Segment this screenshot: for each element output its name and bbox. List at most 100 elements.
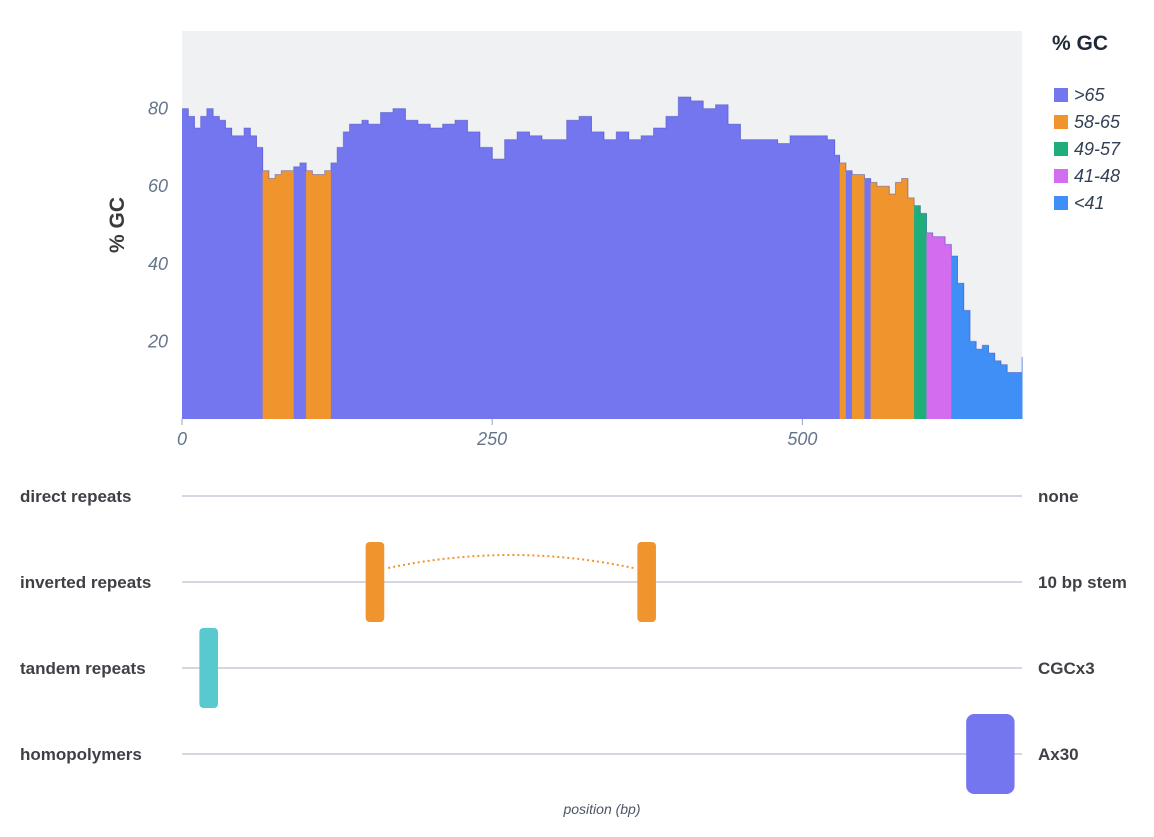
y-tick-label: 20: [147, 331, 168, 351]
gc-area-segment: [237, 135, 245, 419]
gc-area-segment: [299, 162, 307, 420]
gc-area-segment: [361, 120, 369, 420]
legend-label: 41-48: [1074, 166, 1120, 186]
gc-area-segment: [256, 147, 264, 419]
gc-area-segment: [914, 205, 921, 419]
legend-label: 58-65: [1074, 112, 1121, 132]
legend-swatch: [1054, 115, 1068, 129]
track-feature[interactable]: [365, 542, 385, 622]
gc-area-segment: [504, 139, 518, 419]
gc-area-segment: [678, 96, 692, 420]
repeat-tracks: direct repeats none inverted repeats 10 bp …: [20, 487, 1127, 794]
gc-area-segment: [442, 124, 456, 420]
legend-swatch: [1054, 142, 1068, 156]
gc-area-segment: [976, 349, 983, 419]
gc-area-segment: [492, 159, 505, 420]
gc-area-segment: [337, 147, 344, 419]
gc-area-segment: [628, 139, 642, 419]
gc-area-segment: [349, 124, 357, 420]
gc-area-segment: [312, 174, 319, 419]
track-label: inverted repeats: [20, 573, 151, 592]
gc-area-segment: [988, 353, 996, 419]
gc-area-segment: [870, 182, 878, 419]
gc-area-segment: [517, 131, 530, 419]
gc-area-segment: [566, 120, 580, 420]
gc-area-segment: [876, 186, 884, 419]
gc-area-segment: [281, 170, 288, 419]
gc-area-segment: [529, 135, 543, 419]
y-axis: 20 40 60 80: [147, 99, 168, 352]
y-tick-label: 80: [148, 99, 168, 119]
gc-area-segment: [901, 178, 909, 419]
gc-area-segment: [827, 139, 836, 419]
track-label: homopolymers: [20, 745, 142, 764]
x-tick-label: 250: [476, 429, 507, 449]
track-feature[interactable]: [966, 714, 1015, 794]
gc-area-segment: [244, 128, 251, 419]
gc-area-segment: [268, 178, 276, 419]
gc-area-segment: [789, 135, 803, 419]
track-label: tandem repeats: [20, 659, 146, 678]
x-tick-label: 500: [787, 429, 817, 449]
legend-swatch: [1054, 169, 1068, 183]
gc-area-segment: [225, 128, 233, 419]
gc-area-segment: [858, 174, 865, 419]
gc-area-segment: [777, 143, 791, 419]
gc-area-segment: [740, 139, 754, 419]
x-axis: 0 250 500: [177, 419, 817, 449]
gc-area-segment: [380, 112, 394, 419]
legend-label: >65: [1074, 85, 1106, 105]
gc-area-segment: [324, 170, 332, 419]
gc-area-segment: [864, 178, 872, 419]
gc-profile-outline: [182, 96, 1023, 373]
gc-area-segment: [932, 236, 940, 419]
gc-area-segment: [889, 193, 896, 419]
gc-area-segment: [907, 197, 915, 419]
track-value: 10 bp stem: [1038, 573, 1127, 592]
gc-area-segment: [938, 236, 946, 419]
gc-area-segment: [368, 124, 381, 420]
gc-area-segment: [343, 131, 350, 419]
gc-area-segment: [430, 128, 443, 419]
gc-area-segment: [287, 170, 295, 419]
track-feature[interactable]: [199, 628, 218, 708]
track-label: direct repeats: [20, 487, 132, 506]
inverted-repeat-arc: [388, 554, 634, 569]
gc-area-segment: [802, 135, 816, 419]
gc-area-segment: [405, 120, 419, 420]
gc-area-segment: [727, 124, 741, 420]
gc-area-segment: [641, 135, 654, 419]
gc-area-segment: [945, 244, 952, 419]
x-axis-title: position (bp): [562, 801, 640, 817]
gc-area-segment: [275, 174, 282, 419]
gc-area-segment: [194, 128, 202, 419]
gc-area-segment: [541, 139, 555, 419]
gc-area-segment: [690, 100, 704, 419]
gc-area-segment: [616, 131, 630, 419]
gc-area-segment: [845, 170, 853, 419]
y-axis-title: % GC: [106, 197, 129, 253]
gc-area-segment: [182, 108, 189, 419]
gc-area-segment: [213, 116, 220, 420]
legend-swatch: [1054, 196, 1068, 210]
gc-area-segment: [293, 166, 301, 419]
track-feature[interactable]: [637, 542, 656, 622]
gc-area-segment: [814, 135, 828, 419]
y-tick-label: 60: [148, 176, 168, 196]
gc-area-segment: [1022, 356, 1023, 419]
gc-area-segment: [895, 182, 903, 419]
gc-area-segment: [839, 162, 847, 420]
track-value: Ax30: [1038, 745, 1079, 764]
gc-area-segment: [752, 139, 766, 419]
gc-area-segment: [883, 186, 890, 419]
gc-area-segment: [250, 135, 257, 419]
gc-area-segment: [1013, 372, 1023, 419]
gc-area-segment: [834, 155, 841, 419]
gc-area-segment: [982, 345, 989, 419]
gc-area-segment: [653, 128, 667, 419]
gc-area-segment: [200, 116, 208, 420]
gc-area-segment: [603, 139, 617, 419]
legend-title: % GC: [1052, 32, 1108, 55]
gc-area-segment: [188, 116, 195, 420]
